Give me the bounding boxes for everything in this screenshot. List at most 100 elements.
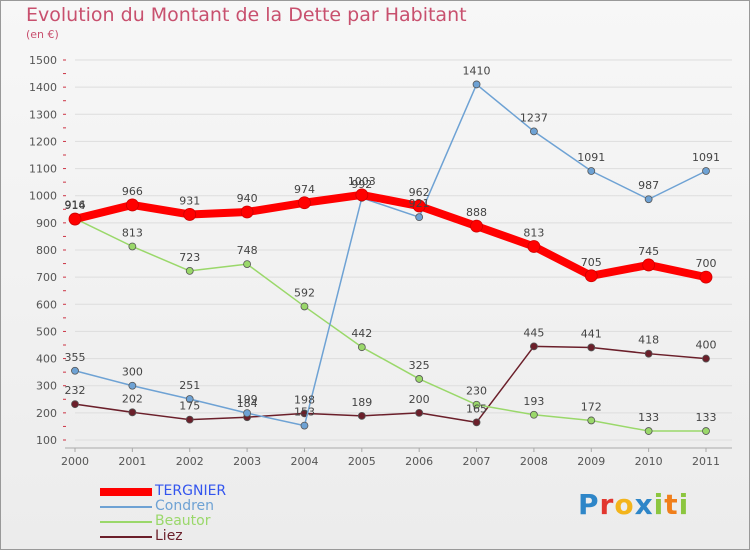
y-tick-label: 1300 (29, 108, 57, 121)
x-tick-label: 2003 (233, 455, 261, 468)
data-point (128, 381, 137, 390)
data-label: 230 (466, 385, 487, 398)
data-label: 198 (294, 393, 315, 406)
data-point (527, 240, 541, 253)
data-label: 974 (294, 183, 315, 196)
data-point (128, 242, 137, 251)
data-label: 400 (696, 339, 717, 352)
x-tick-label: 2010 (635, 455, 663, 468)
data-point (71, 366, 79, 375)
data-label: 813 (122, 226, 143, 239)
data-label: 705 (581, 256, 602, 269)
data-label: 888 (466, 206, 487, 219)
logo-letter: o (614, 488, 635, 521)
data-label: 418 (638, 334, 659, 347)
data-label: 442 (351, 327, 372, 340)
data-label: 966 (122, 185, 143, 198)
data-point (530, 410, 538, 419)
data-label: 133 (638, 411, 659, 424)
legend-swatch (100, 536, 152, 538)
x-tick-label: 2002 (176, 455, 204, 468)
data-point (125, 198, 139, 212)
data-label: 175 (179, 400, 200, 413)
data-label: 133 (696, 411, 717, 424)
data-point (355, 188, 369, 202)
data-label: 193 (523, 395, 544, 408)
y-tick-label: 1200 (29, 135, 57, 148)
data-label: 172 (581, 400, 602, 413)
data-label: 992 (351, 178, 372, 191)
legend-item-liez: Liez (100, 528, 300, 545)
legend-item-beautor: Beautor (100, 513, 300, 530)
data-label: 184 (237, 397, 258, 410)
proxiti-logo: Proxiti (578, 488, 689, 521)
y-tick-label: 1000 (29, 190, 57, 203)
data-point (240, 205, 254, 219)
legend-item-condren: Condren (100, 498, 300, 515)
legend-swatch (100, 488, 152, 496)
data-point (644, 427, 653, 435)
grid-lines (75, 59, 732, 441)
data-label: 1091 (577, 151, 605, 164)
y-tick-label: 400 (36, 353, 57, 366)
data-label: 916 (65, 199, 86, 212)
data-label: 355 (65, 351, 86, 364)
data-point (587, 167, 596, 175)
data-point (470, 219, 483, 233)
data-point (530, 127, 538, 136)
data-point (300, 421, 309, 430)
data-point (702, 167, 710, 175)
chart-title: Evolution du Montant de la Dette par Hab… (26, 4, 467, 26)
x-tick-label: 2006 (405, 455, 433, 468)
x-tick-label: 2004 (290, 455, 318, 468)
data-label: 700 (696, 257, 717, 270)
series-line-condren (74, 83, 707, 427)
data-label: 987 (638, 179, 659, 192)
data-label: 189 (351, 396, 372, 409)
data-point (357, 411, 366, 420)
data-point (699, 270, 713, 284)
legend-swatch (100, 506, 152, 508)
legend-item-tergnier: TERGNIER (100, 483, 300, 500)
logo-letter: x (634, 488, 654, 521)
legend-swatch (100, 521, 152, 523)
data-point (243, 260, 251, 269)
data-point (587, 343, 596, 352)
series-line-beautor (74, 217, 707, 432)
data-point (530, 342, 538, 351)
data-label: 251 (179, 379, 200, 392)
y-tick-label: 1400 (29, 81, 57, 94)
data-point (183, 208, 197, 221)
data-label: 931 (179, 194, 200, 207)
data-label: 1237 (520, 111, 548, 124)
data-point (243, 409, 251, 418)
y-tick-label: 100 (36, 434, 57, 447)
data-label: 202 (122, 392, 143, 405)
data-point (472, 400, 481, 409)
x-tick-label: 2005 (348, 455, 376, 468)
data-point (185, 415, 194, 424)
data-label: 165 (466, 402, 487, 415)
logo-letter: t (664, 488, 679, 521)
data-label: 1003 (348, 175, 376, 188)
data-point (415, 213, 424, 222)
data-labels: 232 202 175 184 198 189 200 165 445 441 418 400 916 8… (65, 64, 721, 424)
data-label: 1410 (463, 64, 491, 77)
data-point (415, 408, 424, 417)
data-label: 325 (409, 359, 430, 372)
data-point (642, 258, 656, 272)
series-layer (68, 80, 713, 435)
y-tick-label: 700 (36, 271, 57, 284)
logo-letter: i (653, 488, 665, 521)
data-point (584, 269, 598, 283)
y-tick-label: 900 (36, 217, 57, 230)
data-label: 745 (638, 245, 659, 258)
x-tick-label: 2011 (692, 455, 720, 468)
series-line-tergnier (71, 190, 710, 282)
data-label: 200 (409, 393, 430, 406)
data-label: 940 (237, 192, 258, 205)
data-label: 300 (122, 366, 143, 379)
y-tick-label: 200 (36, 407, 57, 420)
